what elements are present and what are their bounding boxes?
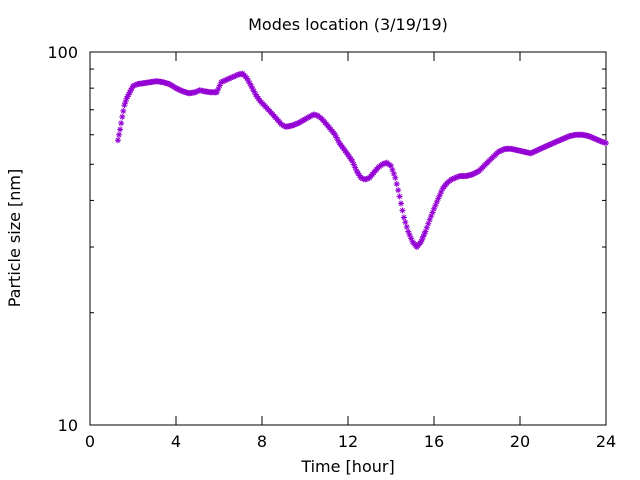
x-axis: 0 4 8 12 16 20 24: [85, 52, 616, 451]
x-tick-label: 16: [424, 432, 444, 451]
data-point: [393, 181, 400, 188]
data-point: [400, 214, 407, 221]
data-points: [114, 70, 609, 251]
data-point: [392, 174, 399, 181]
data-point: [118, 120, 125, 127]
y-axis: 10 100: [47, 43, 606, 435]
data-point: [114, 137, 121, 144]
x-tick-label: 24: [596, 432, 616, 451]
y-tick-label: 10: [58, 416, 78, 435]
x-tick-label: 20: [510, 432, 530, 451]
data-point: [399, 207, 406, 214]
y-axis-label: Particle size [nm]: [5, 169, 24, 308]
data-point: [119, 113, 126, 120]
x-axis-label: Time [hour]: [300, 457, 394, 476]
data-point: [603, 140, 609, 147]
data-point: [423, 224, 430, 231]
x-tick-label: 12: [338, 432, 358, 451]
data-point: [116, 131, 123, 138]
data-point: [398, 200, 405, 207]
data-point: [403, 223, 410, 230]
x-tick-label: 4: [171, 432, 181, 451]
x-tick-label: 0: [85, 432, 95, 451]
data-point: [117, 126, 124, 133]
data-point: [396, 193, 403, 200]
data-point: [120, 108, 127, 115]
data-point: [395, 187, 402, 194]
data-point: [402, 219, 409, 226]
plot-frame: [89, 51, 607, 426]
y-tick-label: 100: [47, 43, 78, 62]
x-tick-label: 8: [257, 432, 267, 451]
chart-title: Modes location (3/19/19): [248, 15, 448, 34]
